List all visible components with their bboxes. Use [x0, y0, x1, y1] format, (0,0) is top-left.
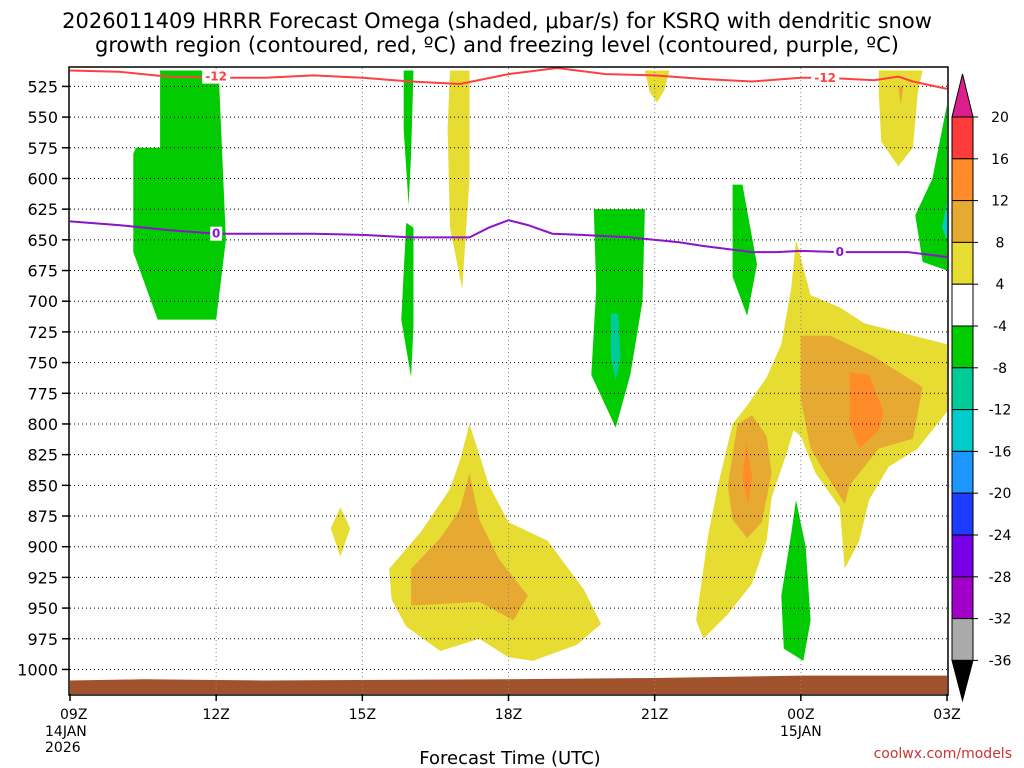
y-tick-label-850: 850 [27, 476, 58, 495]
y-tick-label-525: 525 [27, 77, 58, 96]
y-tick-label-900: 900 [27, 538, 58, 557]
colorbar-label--28: -28 [989, 570, 1012, 586]
freezing-contour-label: 0 [836, 245, 844, 259]
colorbar-label--8: -8 [993, 361, 1007, 377]
y-tick-label-600: 600 [27, 169, 58, 188]
y-tick-label-825: 825 [27, 446, 58, 465]
colorbar-segment-3 [951, 200, 974, 243]
dgz-contour-label: -12 [205, 70, 227, 84]
omega-region-9 [781, 500, 811, 661]
colorbar-label-12: 12 [991, 194, 1009, 210]
omega-region-1 [113, 70, 226, 320]
colorbar: 20 16 12 8 4 -4 -8 -12 -16 -20 -24 -28 -32 -36 [951, 73, 1012, 703]
grid-lines [70, 68, 947, 694]
x-tick-sublabel: 2026 [45, 740, 81, 756]
y-axis: 525 550 575 600 625 650 675 700 725 750 775 800 825 8… [17, 77, 70, 679]
x-tick-label-09Z: 09Z [60, 707, 87, 723]
colorbar-label--32: -32 [989, 612, 1012, 628]
omega-region-8 [942, 203, 947, 240]
x-tick-label-12Z: 12Z [202, 707, 229, 723]
y-tick-label-750: 750 [27, 354, 58, 373]
colorbar-label--12: -12 [989, 403, 1012, 419]
colorbar-bottom-arrow [951, 659, 974, 703]
omega-region-7 [915, 104, 947, 271]
y-tick-label-575: 575 [27, 139, 58, 158]
colorbar-label--20: -20 [989, 486, 1012, 502]
omega-region-13 [898, 86, 904, 105]
omega-region-10 [447, 70, 470, 289]
y-tick-label-800: 800 [27, 415, 58, 434]
colorbar-label-4: 4 [996, 277, 1005, 293]
colorbar-segment-10 [951, 492, 974, 536]
colorbar-segment-4 [951, 241, 974, 285]
colorbar-segment-9 [951, 450, 974, 494]
y-tick-label-875: 875 [27, 507, 58, 526]
colorbar-segment-12 [951, 576, 974, 620]
y-tick-label-775: 775 [27, 384, 58, 403]
colorbar-label--36: -36 [989, 653, 1012, 669]
y-tick-label-700: 700 [27, 292, 58, 311]
y-tick-label-975: 975 [27, 630, 58, 649]
credit-text: coolwx.com/models [874, 746, 1012, 762]
x-tick-sublabel: 15JAN [780, 724, 822, 740]
omega-region-20 [742, 442, 753, 504]
y-tick-label-625: 625 [27, 200, 58, 219]
x-tick-label-03Z: 03Z [933, 707, 960, 723]
y-tick-label-550: 550 [27, 108, 58, 127]
dgz-contour-label: -12 [814, 71, 836, 85]
y-tick-label-950: 950 [27, 599, 58, 618]
dgz-contour-line [69, 66, 948, 90]
omega-region-12 [878, 70, 923, 167]
colorbar-segment-8 [951, 409, 974, 452]
freezing-label-bg [210, 226, 223, 241]
colorbar-label-8: 8 [996, 235, 1005, 251]
colorbar-segment-11 [951, 534, 974, 578]
colorbar-segment-7 [951, 367, 974, 411]
y-tick-label-725: 725 [27, 323, 58, 342]
colorbar-label-16: 16 [991, 152, 1009, 168]
x-axis-title: Forecast Time (UTC) [419, 748, 600, 768]
colorbar-label--16: -16 [989, 444, 1012, 460]
x-tick-label-18Z: 18Z [495, 707, 522, 723]
omega-region-2 [403, 70, 414, 206]
y-tick-label-650: 650 [27, 231, 58, 250]
colorbar-segment-6 [951, 325, 974, 369]
colorbar-label-20: 20 [991, 110, 1009, 126]
omega-region-5 [610, 313, 621, 381]
y-tick-label-925: 925 [27, 568, 58, 587]
colorbar-label--4: -4 [993, 319, 1007, 335]
omega-region-11 [644, 70, 670, 103]
x-tick-sublabel: 14JAN [45, 724, 87, 740]
freezing-label-bg [833, 245, 846, 260]
y-tick-label-675: 675 [27, 262, 58, 281]
chart-title-line-2: growth region (contoured, red, ºC) and f… [95, 33, 899, 57]
omega-region-21 [849, 372, 884, 449]
colorbar-label--24: -24 [989, 528, 1012, 544]
omega-region-16 [411, 473, 528, 621]
y-tick-label-1000: 1000 [17, 660, 58, 679]
x-tick-label-00Z: 00Z [787, 707, 814, 723]
colorbar-segment-2 [951, 158, 974, 202]
contour-lines: -12 -12 0 0 [69, 66, 948, 260]
dgz-label-bg [202, 69, 231, 84]
x-tick-label-21Z: 21Z [641, 707, 668, 723]
omega-region-14 [330, 507, 351, 557]
colorbar-segment-13 [951, 618, 974, 661]
freezing-contour-line [69, 219, 948, 258]
freezing-contour-label: 0 [212, 227, 220, 241]
colorbar-segment-1 [951, 116, 974, 160]
x-tick-label-15Z: 15Z [349, 707, 376, 723]
omega-region-3 [401, 222, 414, 378]
colorbar-segment-5 [951, 283, 974, 327]
dgz-label-bg [811, 70, 840, 85]
chart-title-line-1: 2026011409 HRRR Forecast Omega (shaded, … [62, 9, 932, 33]
